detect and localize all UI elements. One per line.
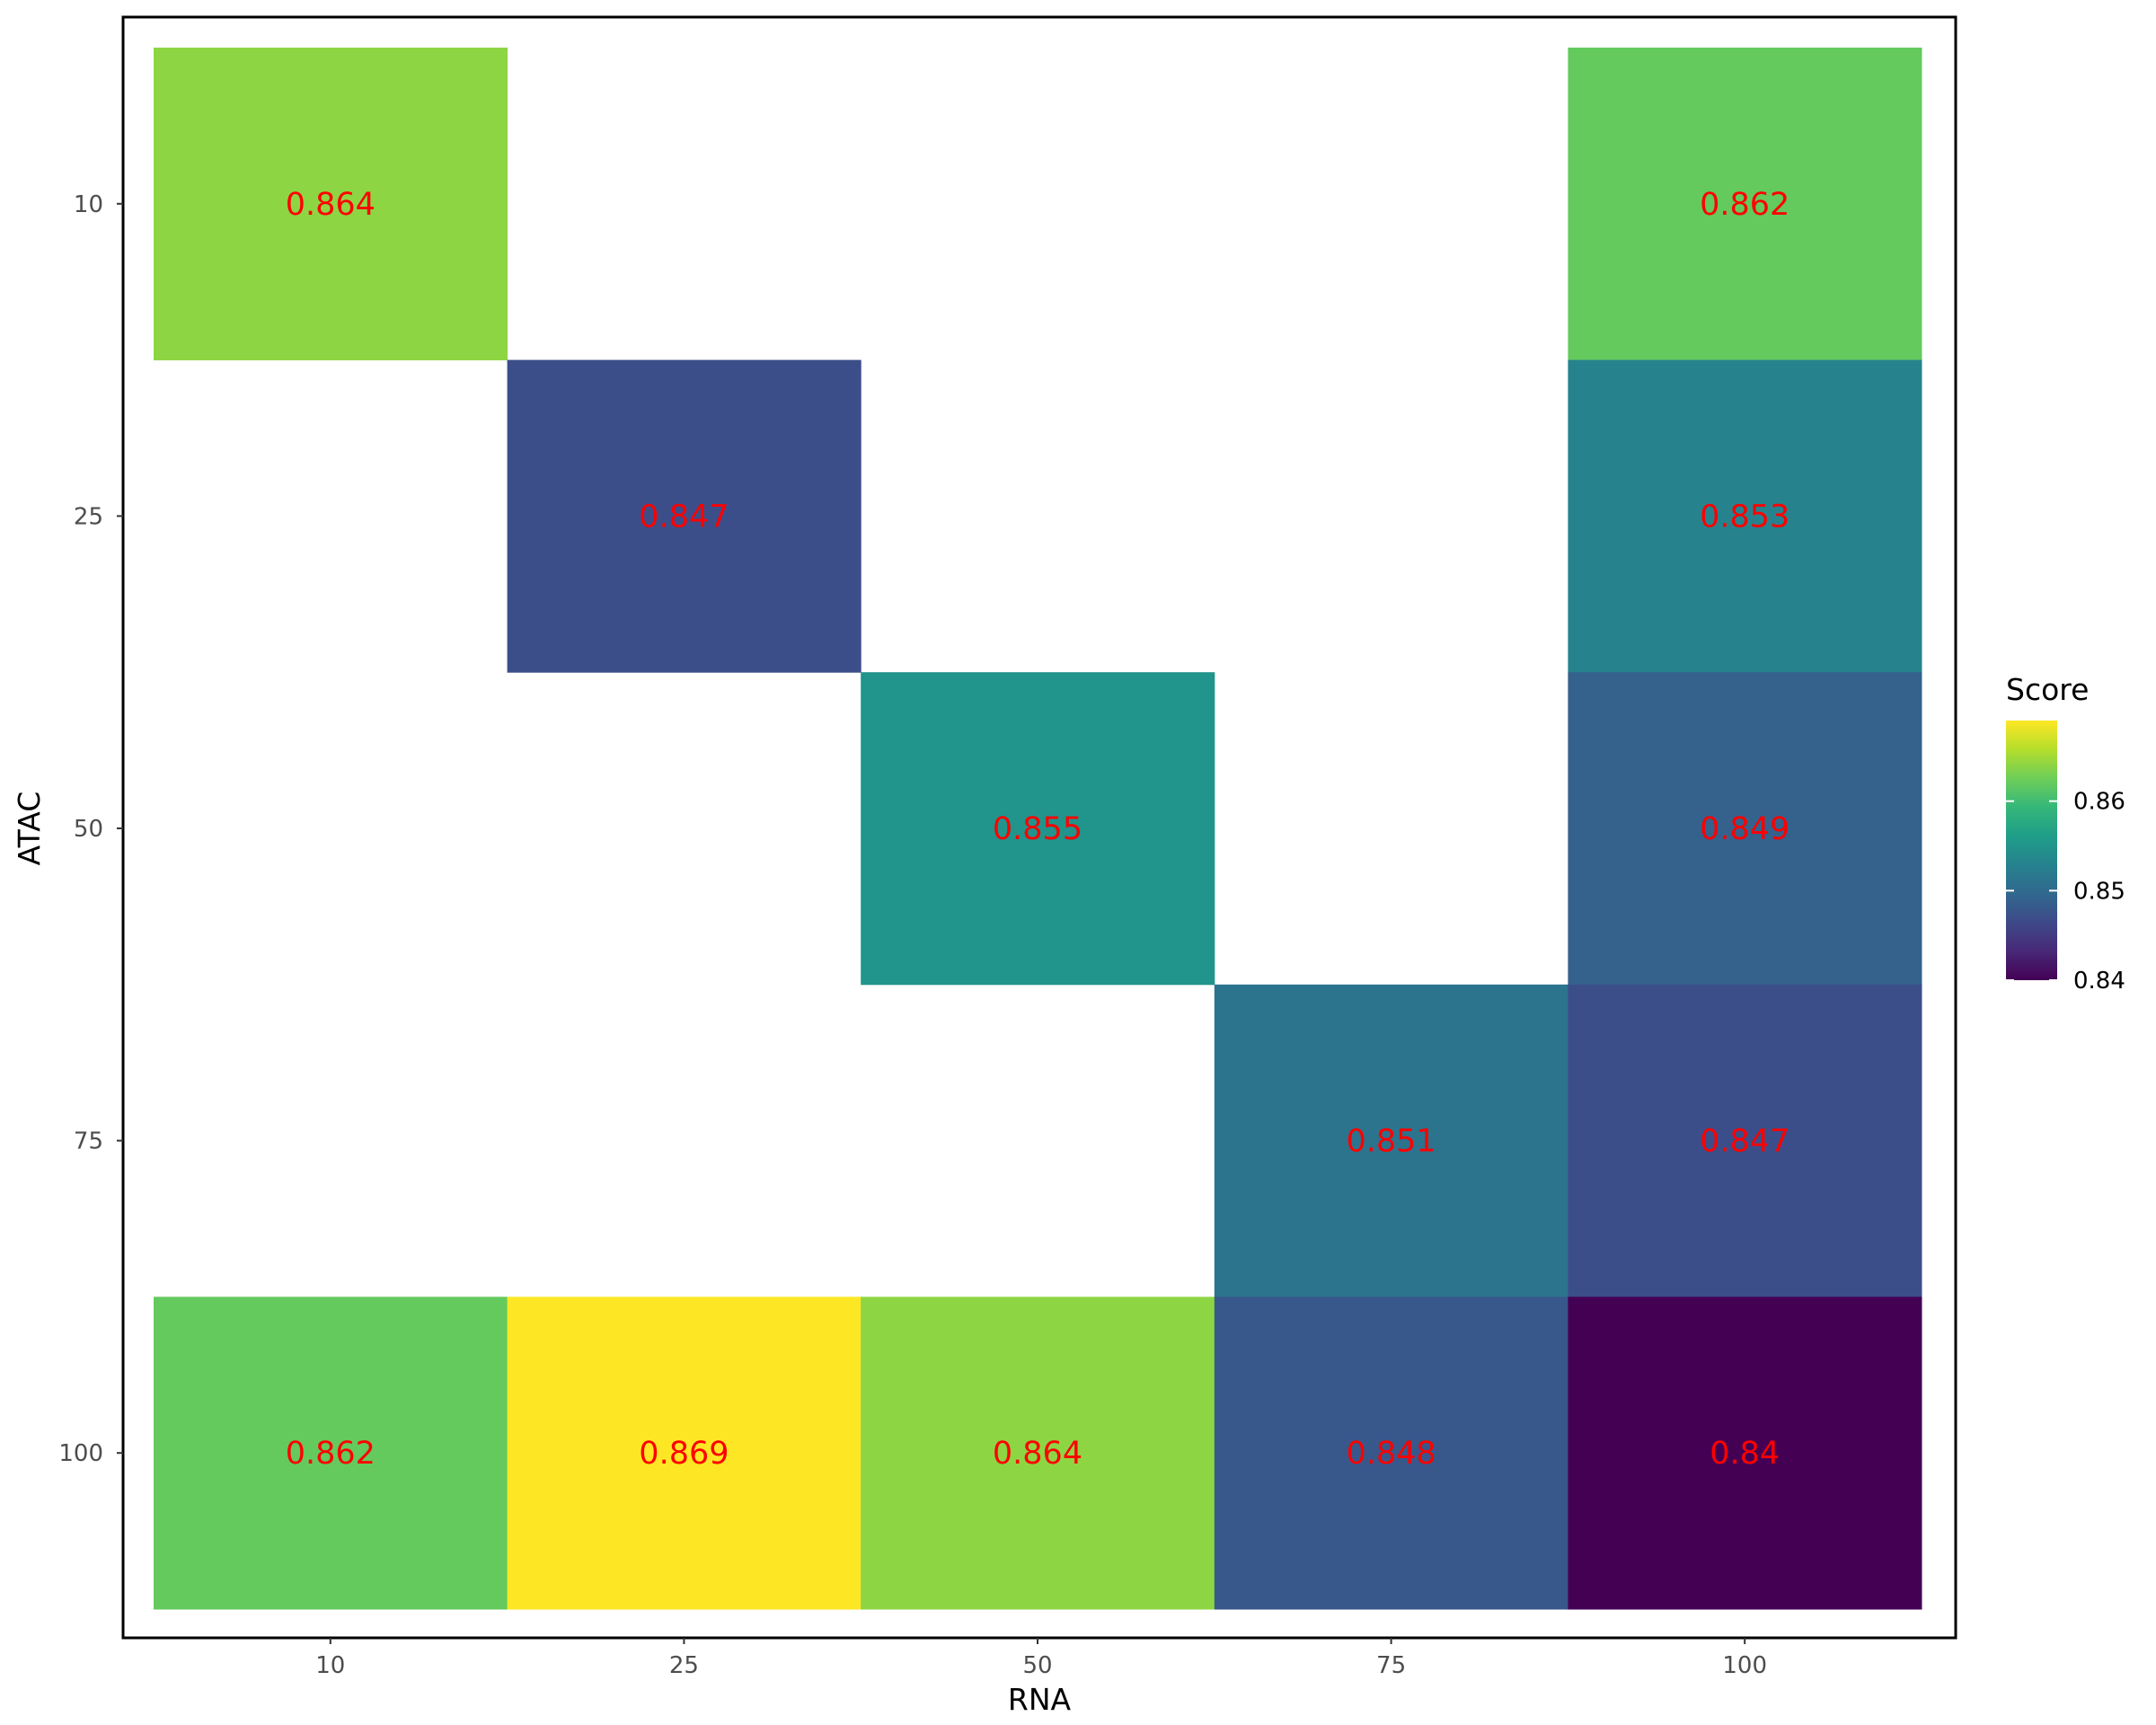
heatmap-cell xyxy=(861,672,1215,986)
cell-value-label: 0.864 xyxy=(286,187,376,223)
cell-value-label: 0.84 xyxy=(1710,1436,1780,1472)
cell-value-label: 0.869 xyxy=(639,1436,729,1472)
cell-value-label: 0.855 xyxy=(993,811,1082,847)
y-tick-label: 75 xyxy=(74,1128,103,1155)
heatmap-cell xyxy=(1568,1296,1922,1610)
heatmap-cell xyxy=(1568,359,1922,673)
heatmap-cell xyxy=(1568,48,1922,361)
x-tick-label: 25 xyxy=(669,1652,699,1679)
cell-value-label: 0.864 xyxy=(993,1436,1082,1472)
cell-value-label: 0.862 xyxy=(1700,187,1789,223)
legend-tick-label: 0.84 xyxy=(2073,968,2125,995)
legend-title: Score xyxy=(2006,672,2089,707)
heatmap-cell xyxy=(507,1296,862,1610)
y-tick-label: 10 xyxy=(74,191,103,218)
heatmap-cells xyxy=(154,48,1922,1610)
cell-value-label: 0.847 xyxy=(1700,1124,1789,1160)
cell-value-label: 0.862 xyxy=(286,1436,376,1472)
x-tick-label: 100 xyxy=(1722,1652,1767,1679)
x-tick-label: 50 xyxy=(1022,1652,1052,1679)
y-tick-label: 50 xyxy=(74,816,103,843)
y-axis-ticks: 10 25 50 75 100 xyxy=(58,191,123,1467)
heatmap-cell xyxy=(861,1296,1215,1610)
legend-colorbar xyxy=(2006,721,2057,980)
heatmap-cell xyxy=(154,1296,508,1610)
legend-tick-label: 0.85 xyxy=(2073,878,2125,905)
cell-value-labels: 0.864 0.862 0.847 0.853 0.855 0.849 0.851 0.847… xyxy=(286,187,1790,1472)
heatmap-cell xyxy=(507,359,862,673)
color-legend: Score 0.84 0.85 0.86 xyxy=(2006,672,2125,995)
cell-value-label: 0.847 xyxy=(639,499,729,535)
y-axis-title: ATAC xyxy=(12,792,47,866)
x-tick-label: 10 xyxy=(315,1652,345,1679)
x-axis-title: RNA xyxy=(1008,1682,1072,1717)
cell-value-label: 0.849 xyxy=(1700,811,1789,847)
cell-value-label: 0.851 xyxy=(1346,1124,1436,1160)
heatmap-cell xyxy=(1568,672,1922,986)
heatmap-cell xyxy=(1214,984,1568,1297)
legend-ticks: 0.84 0.85 0.86 xyxy=(2006,789,2125,995)
heatmap-cell xyxy=(1568,984,1922,1297)
cell-value-label: 0.853 xyxy=(1700,499,1789,535)
heatmap-cell xyxy=(154,48,508,361)
legend-tick-label: 0.86 xyxy=(2073,789,2125,816)
y-tick-label: 100 xyxy=(58,1440,103,1467)
x-tick-label: 75 xyxy=(1376,1652,1406,1679)
y-tick-label: 25 xyxy=(74,503,103,530)
x-axis-ticks: 10 25 50 75 100 xyxy=(315,1638,1767,1679)
cell-value-label: 0.848 xyxy=(1346,1436,1436,1472)
heatmap-cell xyxy=(1214,1296,1568,1610)
